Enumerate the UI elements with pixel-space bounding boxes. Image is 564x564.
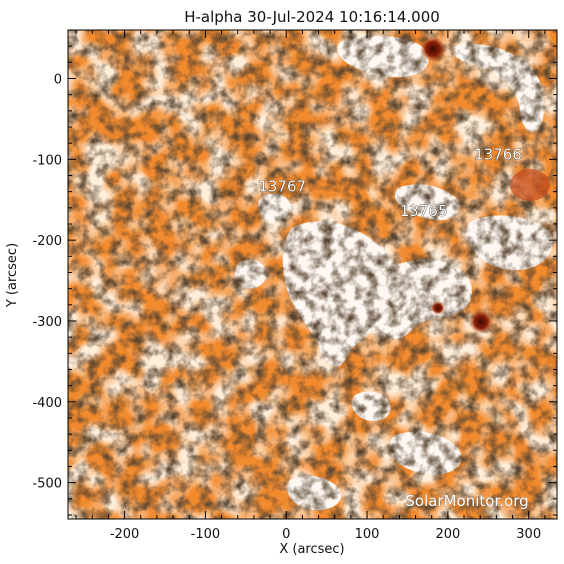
solarmonitor-watermark: SolarMonitor.org bbox=[405, 492, 528, 510]
active-region-label: 13766 bbox=[474, 145, 522, 163]
y-tick-label: -500 bbox=[32, 477, 62, 492]
x-tick-label: 100 bbox=[355, 527, 380, 542]
plot-frame bbox=[67, 29, 558, 520]
y-tick-label: -400 bbox=[32, 396, 62, 411]
image-title: H-alpha 30-Jul-2024 10:16:14.000 bbox=[184, 8, 440, 26]
sunspots bbox=[420, 36, 550, 334]
x-tick-label: -200 bbox=[110, 527, 140, 542]
y-axis-label: Y (arcsec) bbox=[5, 243, 20, 308]
fibril-texture bbox=[68, 30, 557, 519]
x-axis-label: X (arcsec) bbox=[279, 542, 344, 557]
active-region-labels: 13766 13767 13765 bbox=[258, 145, 522, 220]
sunspot-lower-right bbox=[469, 310, 493, 334]
y-tick-label: -300 bbox=[32, 315, 62, 330]
sunspot-small bbox=[431, 301, 445, 315]
x-tick-label: 300 bbox=[516, 527, 541, 542]
y-tick-label: -200 bbox=[32, 234, 62, 249]
active-region-label: 13767 bbox=[258, 178, 306, 196]
y-tick-label: -100 bbox=[32, 153, 62, 168]
y-tick-label: 0 bbox=[54, 72, 62, 87]
y-axis-ticks: 0 -100 -200 -300 -400 -500 bbox=[32, 29, 557, 516]
x-tick-label: 0 bbox=[282, 527, 290, 542]
sunspot-right-region bbox=[510, 169, 550, 201]
solar-image bbox=[68, 30, 557, 519]
x-tick-label: 200 bbox=[435, 527, 460, 542]
x-axis-ticks: -200 -100 0 100 200 300 bbox=[75, 30, 546, 542]
active-region-label: 13765 bbox=[400, 202, 448, 220]
x-tick-label: -100 bbox=[191, 527, 221, 542]
sunspot-top bbox=[420, 36, 446, 62]
